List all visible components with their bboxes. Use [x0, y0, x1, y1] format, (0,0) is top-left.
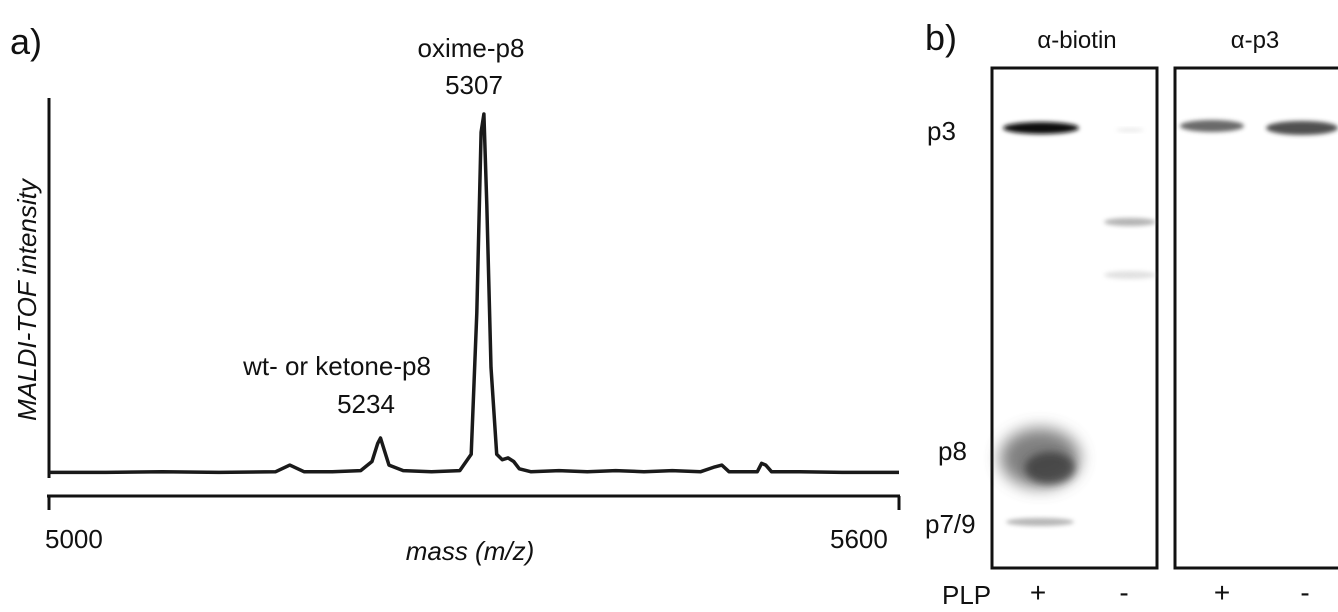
row-label-p3: p3: [927, 116, 956, 146]
peak-label-ketone-mass: 5234: [337, 389, 395, 419]
lane-sign-2: -: [1119, 577, 1128, 608]
blot-p3: [1173, 66, 1338, 570]
peak-label-oxime-mass: 5307: [445, 70, 503, 100]
x-tick-label-max: 5600: [830, 524, 888, 554]
spectrum-line: [49, 112, 899, 475]
bands-p3: [1180, 120, 1338, 135]
band-p7-9-lane1: [1006, 518, 1074, 526]
condition-label-plp: PLP: [942, 580, 991, 610]
panel-a-label: a): [10, 21, 42, 62]
bands-biotin: [1000, 122, 1156, 526]
row-label-p8: p8: [938, 436, 967, 466]
band-p3-lane4: [1266, 121, 1338, 135]
lane-sign-1: +: [1030, 577, 1046, 608]
x-axis-title: mass (m/z): [406, 536, 535, 566]
lane-sign-4: -: [1300, 577, 1309, 608]
row-label-p7-9: p7/9: [925, 509, 976, 539]
smear-p8-lane1-core: [1025, 452, 1075, 484]
panel-b-label: b): [925, 17, 957, 58]
band-faint-lane2-b: [1104, 271, 1156, 279]
peak-label-ketone-name: wt- or ketone-p8: [242, 351, 431, 381]
x-tick-label-min: 5000: [45, 524, 103, 554]
y-axis-title: MALDI-TOF intensity: [12, 177, 42, 421]
blot-biotin: [990, 66, 1159, 570]
band-p3-lane1: [1003, 122, 1079, 134]
band-p3-lane3: [1180, 120, 1244, 132]
lane-sign-3: +: [1214, 577, 1230, 608]
blot-title-biotin: α-biotin: [1037, 27, 1116, 54]
band-faint-lane2-c: [1116, 128, 1144, 132]
peak-label-oxime-name: oxime-p8: [418, 33, 525, 63]
blot-title-p3: α-p3: [1231, 27, 1280, 54]
band-faint-lane2-a: [1104, 218, 1156, 226]
